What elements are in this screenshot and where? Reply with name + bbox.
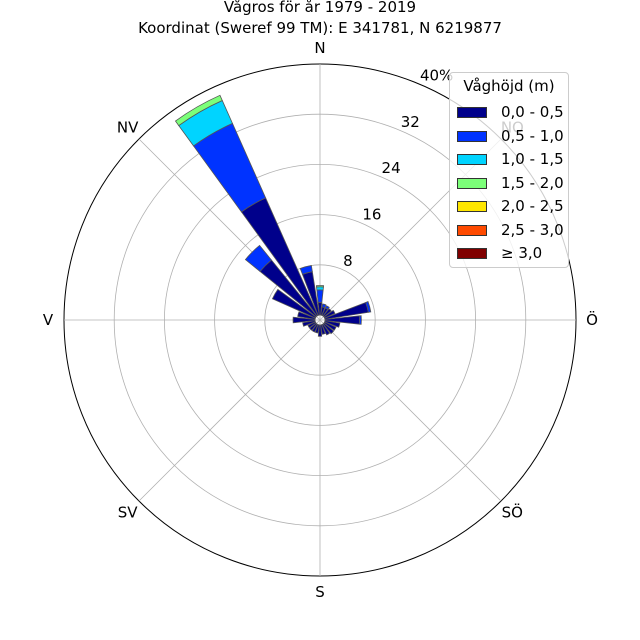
legend-swatch	[457, 107, 487, 118]
legend-swatch	[457, 130, 487, 142]
legend: Våghöjd (m) 0,0 - 0,5 0,5 - 1,0 1,0 - 1,5 1…	[449, 72, 569, 268]
legend-label: 2,0 - 2,5	[501, 197, 564, 215]
rose-bar-segment	[302, 320, 316, 327]
rose-bar-segment	[324, 305, 330, 310]
legend-swatch	[457, 248, 487, 259]
radial-tick-label: 24	[382, 159, 401, 177]
rose-bar-segment	[316, 289, 324, 303]
legend-swatch	[457, 154, 487, 165]
rose-bar-segment	[365, 301, 372, 313]
legend-swatch	[457, 201, 487, 212]
rose-bar-segment	[323, 321, 337, 331]
rose-bar-segment	[299, 265, 313, 275]
legend-swatch	[457, 177, 487, 189]
radial-tick-label: 8	[343, 252, 353, 270]
direction-label: V	[43, 311, 54, 329]
rose-bar-segment	[323, 309, 336, 319]
legend-label: 1,5 - 2,0	[501, 173, 564, 192]
rose-bar-segment	[271, 288, 317, 319]
legend-label: 2,5 - 3,0	[501, 220, 564, 239]
rose-bar-segment	[317, 324, 323, 337]
rose-bar-segment	[174, 94, 223, 127]
rose-bar-segment	[297, 311, 316, 320]
rose-bar-segment	[309, 322, 318, 331]
rose-bar-segment	[311, 323, 319, 333]
direction-label: S	[315, 583, 325, 601]
direction-label: SV	[118, 503, 139, 521]
direction-label: NV	[117, 119, 139, 137]
direction-label: Ö	[586, 310, 598, 329]
radial-tick-label: 32	[401, 113, 420, 131]
rose-bar-segment	[321, 323, 331, 336]
radial-tick-label: 40%	[420, 66, 453, 84]
radial-tick-label: 16	[362, 206, 381, 224]
rose-bar-segment	[320, 324, 326, 335]
rose-bar-segment	[292, 316, 316, 324]
legend-swatch	[457, 224, 487, 236]
direction-label: SÖ	[502, 502, 523, 521]
grid-spoke	[138, 319, 321, 502]
rose-bar-segment	[314, 324, 320, 334]
legend-label: 0,0 - 0,5	[501, 103, 564, 121]
rose-bar-segment	[324, 320, 341, 328]
rose-bar-segment	[321, 303, 327, 309]
direction-label: N	[314, 39, 325, 57]
legend-label: 1,0 - 1,5	[501, 150, 564, 168]
rose-bar-segment	[322, 322, 335, 335]
grid-spoke	[319, 319, 502, 502]
rose-bar-segment	[244, 244, 273, 273]
rose-bar-segment	[358, 315, 362, 325]
legend-label: ≥ 3,0	[501, 244, 543, 262]
legend-title: Våghöjd (m)	[463, 77, 555, 95]
rose-bar-segment	[322, 308, 332, 318]
rose-bars	[174, 94, 372, 337]
legend-label: 0,5 - 1,0	[501, 126, 564, 145]
chart-title: Vågros för år 1979 - 2019	[223, 0, 417, 16]
rose-bar-segment	[316, 286, 324, 291]
rose-bar-segment	[307, 321, 317, 329]
chart-subtitle: Koordinat (Sweref 99 TM): E 341781, N 62…	[138, 19, 502, 37]
rose-bar-segment	[315, 285, 325, 288]
